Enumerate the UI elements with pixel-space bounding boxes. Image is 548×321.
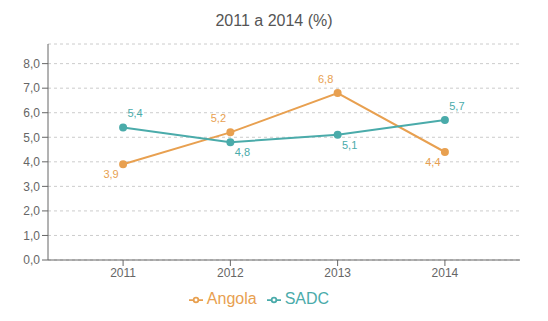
html-text:2011 a 2014 (%): 2011 a 2014 (%) <box>215 12 333 29</box>
svg-text:5,1: 5,1 <box>342 139 357 151</box>
svg-text:6,8: 6,8 <box>318 73 333 85</box>
svg-text:7,0: 7,0 <box>23 81 40 95</box>
svg-text:0,0: 0,0 <box>23 253 40 267</box>
svg-text:6,0: 6,0 <box>23 106 40 120</box>
svg-text:2012: 2012 <box>217 266 244 280</box>
svg-text:1,0: 1,0 <box>23 229 40 243</box>
svg-text:4,4: 4,4 <box>425 156 440 168</box>
svg-text:3,0: 3,0 <box>23 180 40 194</box>
svg-text:5,7: 5,7 <box>449 100 464 112</box>
svg-text:2,0: 2,0 <box>23 204 40 218</box>
svg-text:5,2: 5,2 <box>211 112 226 124</box>
svg-text:2014: 2014 <box>432 266 459 280</box>
html-text:SADC: SADC <box>284 290 330 307</box>
svg-text:5,4: 5,4 <box>127 107 142 119</box>
html-text:Angola: Angola <box>206 290 257 307</box>
svg-text:5,0: 5,0 <box>23 131 40 145</box>
svg-text:3,9: 3,9 <box>103 168 118 180</box>
svg-text:4,8: 4,8 <box>235 146 250 158</box>
svg-text:2013: 2013 <box>324 266 351 280</box>
svg-text:2011: 2011 <box>110 266 136 280</box>
svg-text:4,0: 4,0 <box>23 155 40 169</box>
svg-text:8,0: 8,0 <box>23 57 40 71</box>
